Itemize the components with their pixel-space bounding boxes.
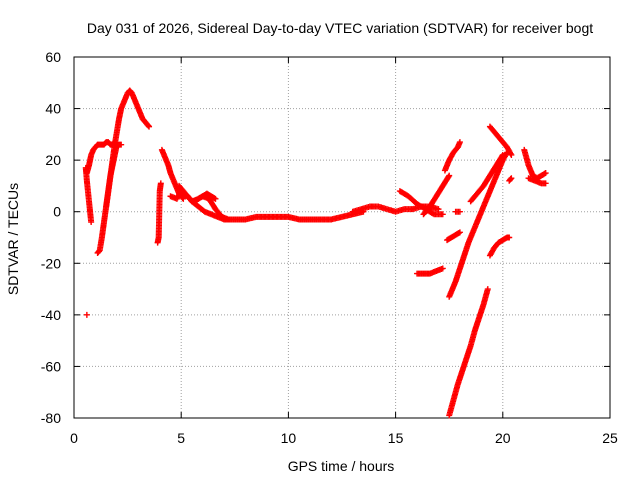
- y-tick-label: 40: [45, 101, 61, 117]
- data-point: [542, 180, 549, 187]
- data-point: [88, 219, 95, 226]
- series-tail-21-22h-low: [525, 175, 549, 187]
- series-early-rise: [94, 141, 120, 256]
- series-points-18h: [452, 208, 463, 215]
- y-tick-label: 0: [53, 204, 61, 220]
- series-tail-21-22h: [521, 146, 549, 182]
- data-point: [484, 286, 491, 293]
- x-tick-label: 25: [602, 430, 618, 446]
- data-point: [157, 180, 164, 187]
- data-point: [499, 151, 506, 158]
- data-point: [83, 311, 90, 318]
- x-tick-label: 5: [177, 430, 185, 446]
- data-point: [212, 195, 219, 202]
- series-rise-17-19h: [446, 149, 511, 300]
- plot-frame: [73, 56, 611, 419]
- x-tick-label: 0: [70, 430, 78, 446]
- data-point: [113, 141, 120, 148]
- series-near-4h: [154, 180, 164, 246]
- data-point: [439, 211, 446, 218]
- data-point: [435, 206, 442, 213]
- series-segment-16-17h: [414, 265, 446, 277]
- y-tick-label: -60: [41, 358, 61, 374]
- y-tick-label: 20: [45, 152, 61, 168]
- series-outlier-low: [83, 311, 90, 318]
- data-point: [507, 150, 514, 157]
- y-tick-label: -20: [41, 255, 61, 271]
- y-tick-label: -40: [41, 307, 61, 323]
- x-axis-label: GPS time / hours: [288, 458, 395, 474]
- x-tick-label: 10: [281, 430, 297, 446]
- series-segment-17-18h: [444, 229, 463, 244]
- x-tick-label: 20: [495, 430, 511, 446]
- y-tick-label: 60: [45, 49, 61, 65]
- data-point: [179, 194, 186, 201]
- chart-title: Day 031 of 2026, Sidereal Day-to-day VTE…: [87, 20, 593, 36]
- grid: [74, 57, 610, 418]
- series-flat-7-13h: [221, 208, 367, 223]
- series-early-left-drop: [82, 164, 95, 226]
- data-point: [145, 122, 152, 129]
- series-descent-19-20h: [486, 123, 515, 158]
- data-point: [456, 139, 463, 146]
- x-tick-label: 15: [388, 430, 404, 446]
- axis-ticks: 0 5 10 15 20 25 -80 -60 -40 -20 0 20 40 60: [41, 49, 618, 446]
- data-point: [508, 151, 515, 158]
- data-point: [507, 176, 514, 183]
- series-rise-19-20h: [467, 151, 506, 205]
- y-tick-label: -80: [41, 410, 61, 426]
- y-axis-label: SDTVAR / TECUs: [5, 183, 21, 295]
- series-segment-19-20h: [486, 234, 513, 259]
- data-point: [508, 175, 515, 182]
- data-point: [456, 229, 463, 236]
- data-point: [180, 195, 187, 202]
- data-point: [445, 173, 452, 180]
- series-points-20h: [506, 175, 515, 184]
- data-point: [456, 208, 463, 215]
- data-markers: [82, 87, 549, 419]
- series-rise-17-18h: [441, 139, 463, 174]
- data-point: [499, 153, 506, 160]
- data-point: [506, 234, 513, 241]
- data-point: [446, 172, 453, 179]
- data-point: [146, 123, 153, 130]
- data-point: [439, 265, 446, 272]
- series-descent-5-7h: [176, 182, 228, 223]
- data-point: [542, 170, 549, 177]
- series-dive-17-19h: [446, 286, 491, 419]
- series-rise-16-17.5h: [420, 172, 453, 218]
